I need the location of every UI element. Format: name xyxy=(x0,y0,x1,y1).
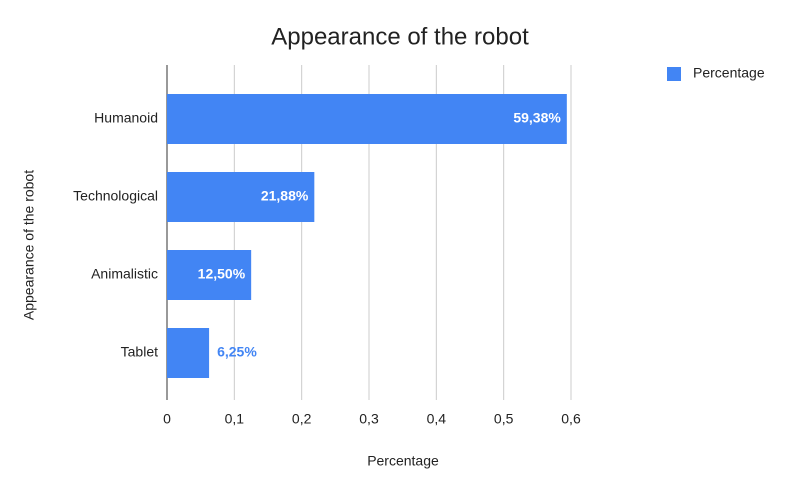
legend-label: Percentage xyxy=(693,65,765,81)
bar xyxy=(167,328,210,378)
bar xyxy=(167,94,567,144)
bar xyxy=(167,250,252,300)
x-tick-label: 0,2 xyxy=(292,411,312,427)
x-tick-label: 0,4 xyxy=(427,411,447,427)
data-label: 12,50% xyxy=(198,266,246,282)
x-tick-label: 0 xyxy=(163,411,171,427)
legend-swatch xyxy=(667,67,681,81)
x-tick-label: 0,3 xyxy=(359,411,379,427)
x-tick-label: 0,6 xyxy=(561,411,581,427)
y-tick-label: Technological xyxy=(73,188,158,204)
data-label: 21,88% xyxy=(261,188,309,204)
chart-title: Appearance of the robot xyxy=(271,23,529,50)
y-tick-label: Animalistic xyxy=(91,266,158,282)
bar xyxy=(167,172,315,222)
data-label: 59,38% xyxy=(513,110,561,126)
x-tick-label: 0,1 xyxy=(225,411,245,427)
x-tick-label: 0,5 xyxy=(494,411,514,427)
x-axis-title: Percentage xyxy=(367,453,439,469)
y-tick-label: Humanoid xyxy=(94,110,158,126)
data-label: 6,25% xyxy=(217,344,257,360)
y-axis-title: Appearance of the robot xyxy=(21,170,37,320)
y-tick-label: Tablet xyxy=(121,344,158,360)
